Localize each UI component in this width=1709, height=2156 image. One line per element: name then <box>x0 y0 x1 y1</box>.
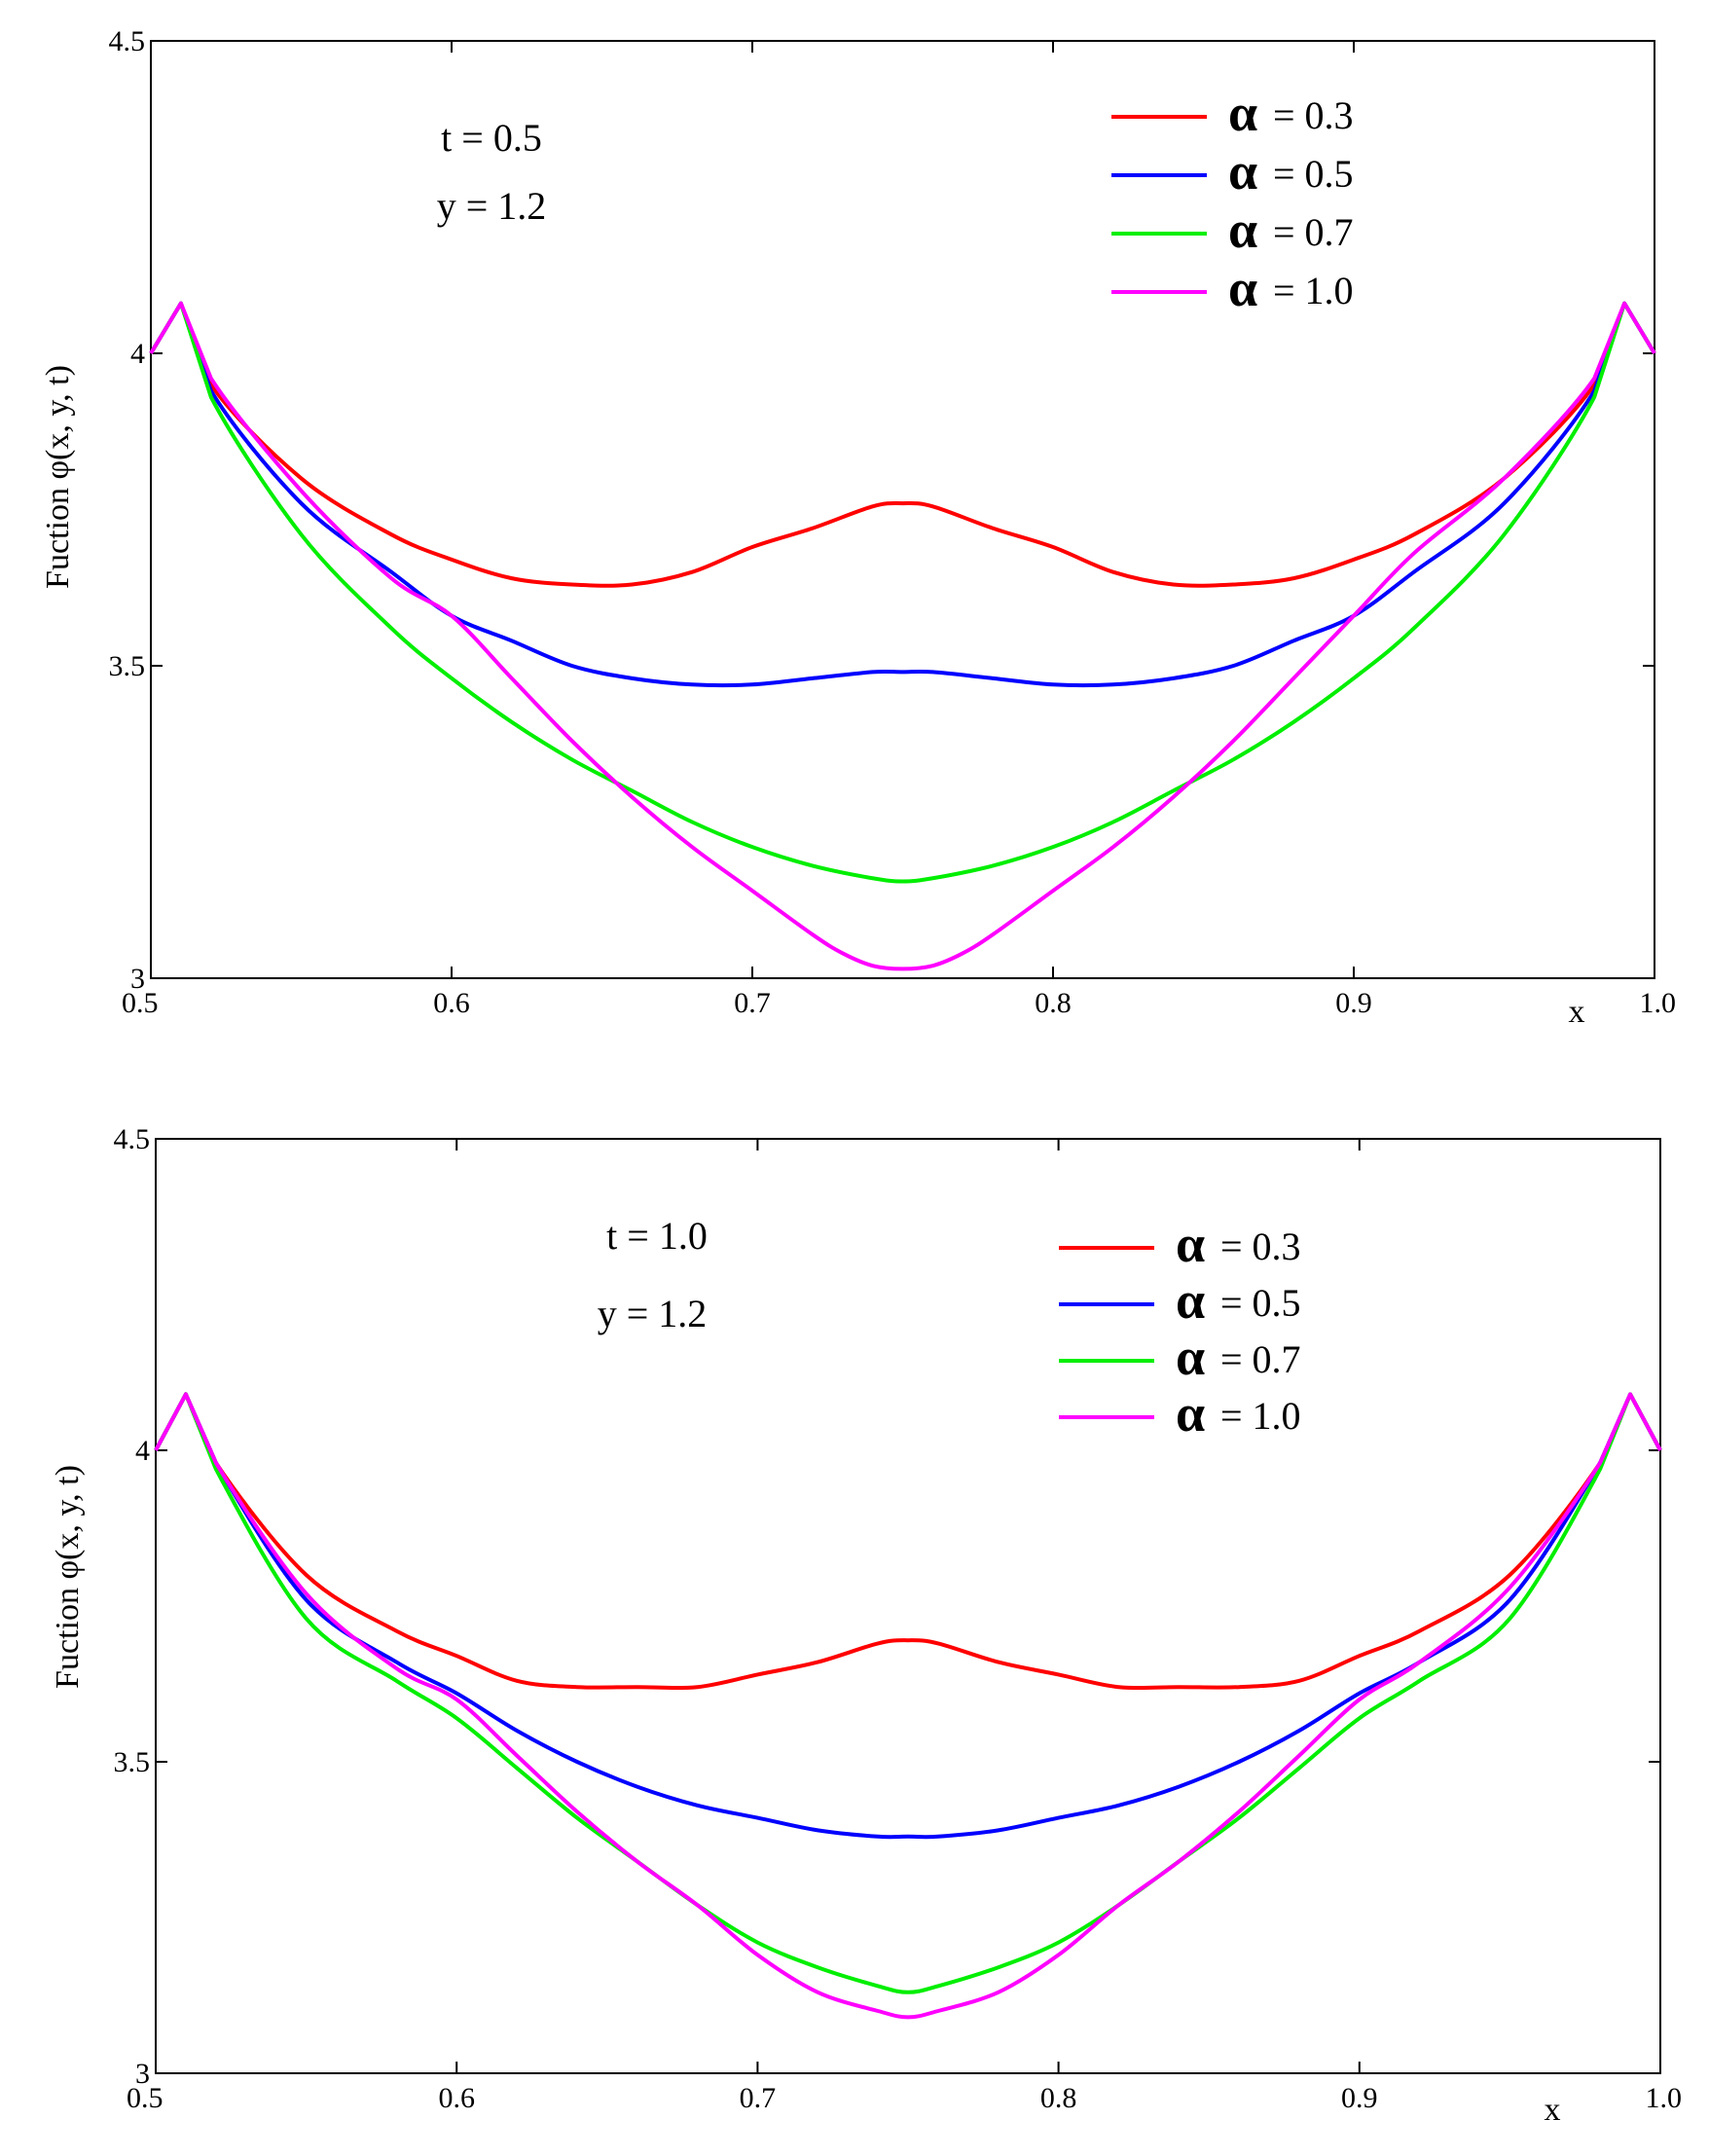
annotation: t = 0.5 <box>441 116 542 160</box>
series-line-alpha-1-0 <box>149 301 1656 971</box>
x-tick-label: 0.6 <box>433 987 470 1019</box>
x-tick-label: 0.8 <box>1040 2082 1077 2114</box>
x-tick-label: 1.0 <box>1640 987 1677 1019</box>
x-tick-label: 0.7 <box>734 987 771 1019</box>
series-line-alpha-1-0 <box>154 1392 1662 2020</box>
legend-item: α = 0.7 <box>1111 201 1354 259</box>
legend-symbol: α <box>1176 1328 1205 1386</box>
legend-label: = 0.5 <box>1273 152 1354 196</box>
legend-item: α = 0.7 <box>1059 1328 1301 1386</box>
legend-item: α = 0.5 <box>1111 142 1354 201</box>
series-line-alpha-0-7 <box>149 301 1656 884</box>
legend-label: = 1.0 <box>1220 1394 1301 1438</box>
legend-label: = 0.7 <box>1273 210 1354 254</box>
y-tick-label: 4.5 <box>114 1123 151 1155</box>
x-tick-label: 0.5 <box>127 2082 164 2114</box>
plot-frame <box>155 1138 1661 2074</box>
legend-symbol: α <box>1228 259 1257 317</box>
y-tick-label: 3.5 <box>109 650 146 682</box>
legend-symbol: α <box>1176 1215 1205 1273</box>
legend-item: α = 1.0 <box>1059 1384 1301 1443</box>
legend-label: = 0.7 <box>1220 1337 1301 1381</box>
chart-panel-1: 0.5 0.6 0.7 0.8 0.9 1.0 3 3.5 4 4.5 Fuction φ(x, y… <box>40 25 1676 1030</box>
y-axis-title: Fuction φ(x, y, t) <box>50 1465 86 1689</box>
legend-symbol: α <box>1176 1384 1205 1443</box>
y-tick-label: 4.5 <box>109 25 146 57</box>
x-tick-label: 0.8 <box>1035 987 1072 1019</box>
chart-panel-2: 0.5 0.6 0.7 0.8 0.9 1.0 3 3.5 4 4.5 Fuction φ(x, y… <box>50 1123 1682 2128</box>
x-axis-title: x <box>1569 994 1585 1030</box>
legend: α = 0.3 α = 0.5 α = 0.7 α = 1.0 <box>1059 1215 1301 1443</box>
series-line-alpha-0-3 <box>149 301 1656 588</box>
x-tick-label: 0.9 <box>1335 987 1372 1019</box>
series-line-alpha-0-7 <box>154 1392 1662 1994</box>
series-line-alpha-0-5 <box>154 1392 1662 1840</box>
y-axis-title: Fuction φ(x, y, t) <box>40 365 76 589</box>
legend-label: = 0.3 <box>1220 1224 1301 1268</box>
y-tick-label: 3 <box>135 2058 150 2090</box>
x-tick-label: 0.6 <box>438 2082 475 2114</box>
legend-symbol: α <box>1228 84 1257 142</box>
series-line-alpha-0-5 <box>149 301 1656 688</box>
x-tick-label: 0.9 <box>1341 2082 1378 2114</box>
plot-frame <box>150 40 1655 979</box>
legend-item: α = 0.3 <box>1111 84 1354 142</box>
legend-item: α = 0.5 <box>1059 1271 1301 1330</box>
x-tick-label: 0.7 <box>740 2082 777 2114</box>
y-tick-label: 4 <box>135 1435 150 1467</box>
y-tick-label: 4 <box>130 338 145 370</box>
annotation: y = 1.2 <box>437 184 547 228</box>
x-axis-title: x <box>1545 2092 1561 2128</box>
legend-label: = 0.3 <box>1273 93 1354 137</box>
legend-label: = 0.5 <box>1220 1281 1301 1325</box>
legend-item: α = 0.3 <box>1059 1215 1301 1273</box>
legend-symbol: α <box>1176 1271 1205 1330</box>
series-line-alpha-0-3 <box>154 1392 1662 1691</box>
y-tick-label: 3 <box>130 963 145 995</box>
x-tick-label: 0.5 <box>122 987 159 1019</box>
legend-symbol: α <box>1228 201 1257 259</box>
legend-item: α = 1.0 <box>1111 259 1354 317</box>
legend-symbol: α <box>1228 142 1257 201</box>
legend-label: = 1.0 <box>1273 269 1354 312</box>
x-tick-label: 1.0 <box>1646 2082 1683 2114</box>
y-tick-label: 3.5 <box>114 1746 151 1778</box>
annotation: t = 1.0 <box>606 1214 708 1258</box>
annotation: y = 1.2 <box>598 1292 708 1335</box>
legend: α = 0.3 α = 0.5 α = 0.7 α = 1.0 <box>1111 84 1354 317</box>
